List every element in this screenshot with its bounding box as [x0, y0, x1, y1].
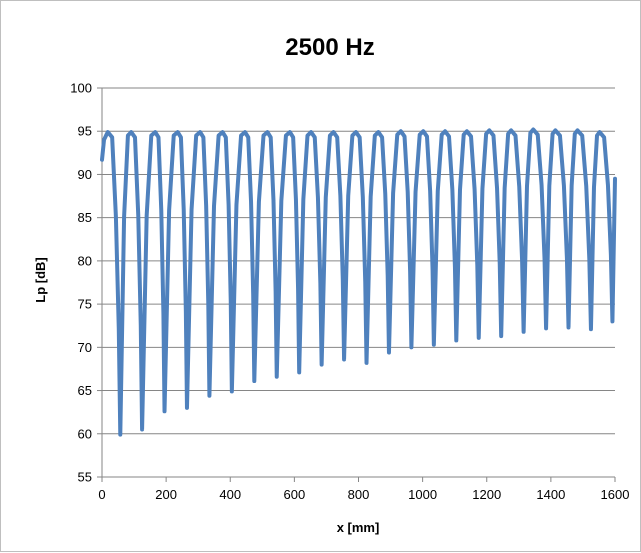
chart-title: 2500 Hz [285, 34, 374, 61]
x-tick-label: 1600 [601, 487, 630, 502]
x-tick-label: 1000 [408, 487, 437, 502]
y-tick-label: 95 [78, 124, 92, 139]
x-axis-title: x [mm] [337, 520, 380, 535]
y-tick-label: 80 [78, 253, 92, 268]
axes [97, 87, 616, 482]
x-tick-label: 1200 [472, 487, 501, 502]
y-tick-label: 55 [78, 470, 92, 485]
x-tick-labels: 0 200 400 600 800 1000 1200 1400 1600 [98, 487, 629, 502]
y-tick-label: 90 [78, 167, 92, 182]
y-tick-label: 65 [78, 383, 92, 398]
y-tick-label: 70 [78, 340, 92, 355]
y-tick-label: 85 [78, 210, 92, 225]
x-tick-label: 600 [284, 487, 306, 502]
x-tick-label: 800 [348, 487, 370, 502]
y-tick-label: 75 [78, 297, 92, 312]
x-tick-label: 1400 [536, 487, 565, 502]
y-tick-label: 60 [78, 426, 92, 441]
y-tick-labels: 55 60 65 70 75 80 85 90 95 100 [70, 81, 92, 485]
x-tick-label: 400 [219, 487, 241, 502]
x-tick-label: 0 [98, 487, 105, 502]
y-tick-label: 100 [70, 81, 92, 96]
series-line [100, 127, 617, 437]
y-axis-title: Lp [dB] [33, 257, 48, 302]
x-tick-label: 200 [155, 487, 177, 502]
